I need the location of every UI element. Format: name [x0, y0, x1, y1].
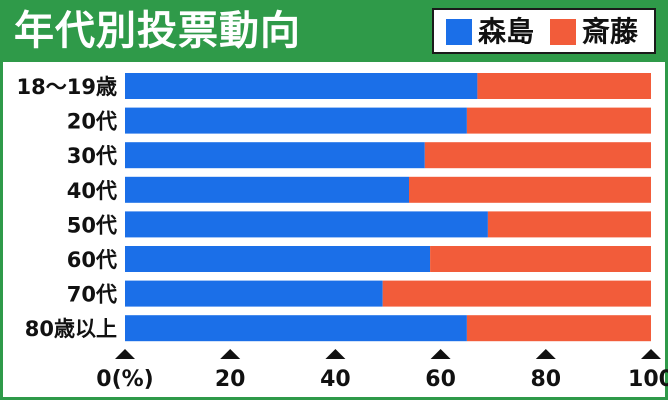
legend-swatch-morishima — [446, 19, 472, 45]
bar-saito-7 — [466, 315, 651, 342]
x-tick-label-2: 40 — [320, 367, 351, 392]
bar-saito-1 — [466, 107, 651, 134]
category-label-7: 80歳以上 — [25, 317, 117, 341]
x-tick-marker-5 — [641, 349, 661, 359]
bar-saito-4 — [487, 211, 651, 238]
bar-morishima-5 — [125, 246, 431, 272]
x-tick-marker-1 — [220, 349, 241, 359]
x-tick-label-3: 60 — [425, 367, 456, 392]
x-tick-marker-3 — [430, 349, 451, 359]
bar-morishima-3 — [125, 176, 409, 203]
legend-label-saito: 斎藤 — [582, 15, 639, 48]
legend: 森島 斎藤 — [432, 8, 656, 54]
bar-saito-2 — [424, 142, 651, 169]
x-tick-label-5: 100 — [628, 367, 668, 392]
category-label-4: 50代 — [67, 213, 117, 237]
category-label-1: 20代 — [67, 110, 117, 134]
x-tick-label-1: 20 — [215, 367, 246, 392]
legend-swatch-saito — [550, 19, 576, 45]
x-tick-marker-2 — [325, 349, 346, 359]
bar-saito-6 — [382, 280, 651, 307]
bar-morishima-7 — [125, 315, 467, 342]
legend-label-morishima: 森島 — [478, 15, 535, 48]
category-label-0: 18～19歳 — [17, 75, 117, 99]
bar-morishima-1 — [125, 107, 467, 134]
bar-morishima-6 — [125, 280, 383, 307]
x-tick-marker-0 — [115, 349, 135, 359]
bar-morishima-4 — [125, 211, 488, 238]
x-tick-label-4: 80 — [530, 367, 561, 392]
category-label-6: 70代 — [67, 283, 117, 307]
x-tick-marker-4 — [535, 349, 556, 359]
bar-morishima-2 — [125, 142, 425, 169]
bar-morishima-0 — [125, 73, 478, 99]
bar-saito-3 — [409, 176, 651, 203]
category-label-2: 30代 — [67, 144, 117, 168]
bar-saito-5 — [430, 246, 651, 272]
category-label-5: 60代 — [67, 248, 117, 272]
bar-saito-0 — [477, 73, 651, 99]
category-label-3: 40代 — [67, 179, 117, 203]
x-tick-label-0: 0(%) — [96, 367, 153, 392]
chart-title: 年代別投票動向 — [14, 8, 301, 54]
